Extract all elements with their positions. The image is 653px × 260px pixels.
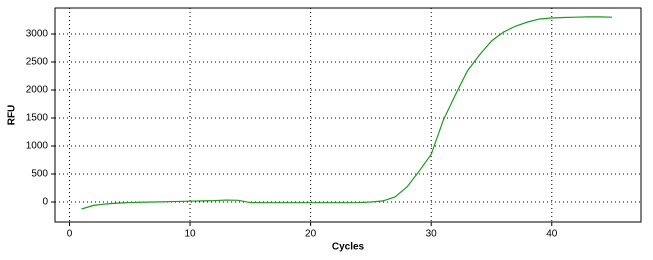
y-tick-label: 3000 [26,29,49,40]
y-tick-label: 500 [31,169,48,180]
x-tick-label: 40 [546,229,558,240]
plot-frame [54,7,642,223]
x-tick-label: 0 [67,229,73,240]
x-tick-label: 10 [184,229,196,240]
x-axis-label: Cycles [332,242,365,253]
y-axis-label: RFU [7,105,18,126]
y-tick-label: 2000 [26,85,49,96]
data-line [81,16,613,210]
y-tick-label: 2500 [26,57,49,68]
x-tick-label: 20 [305,229,317,240]
y-tick-label: 0 [42,197,48,208]
y-tick-label: 1000 [26,141,49,152]
x-tick-label: 30 [426,229,438,240]
y-tick-label: 1500 [26,113,49,124]
